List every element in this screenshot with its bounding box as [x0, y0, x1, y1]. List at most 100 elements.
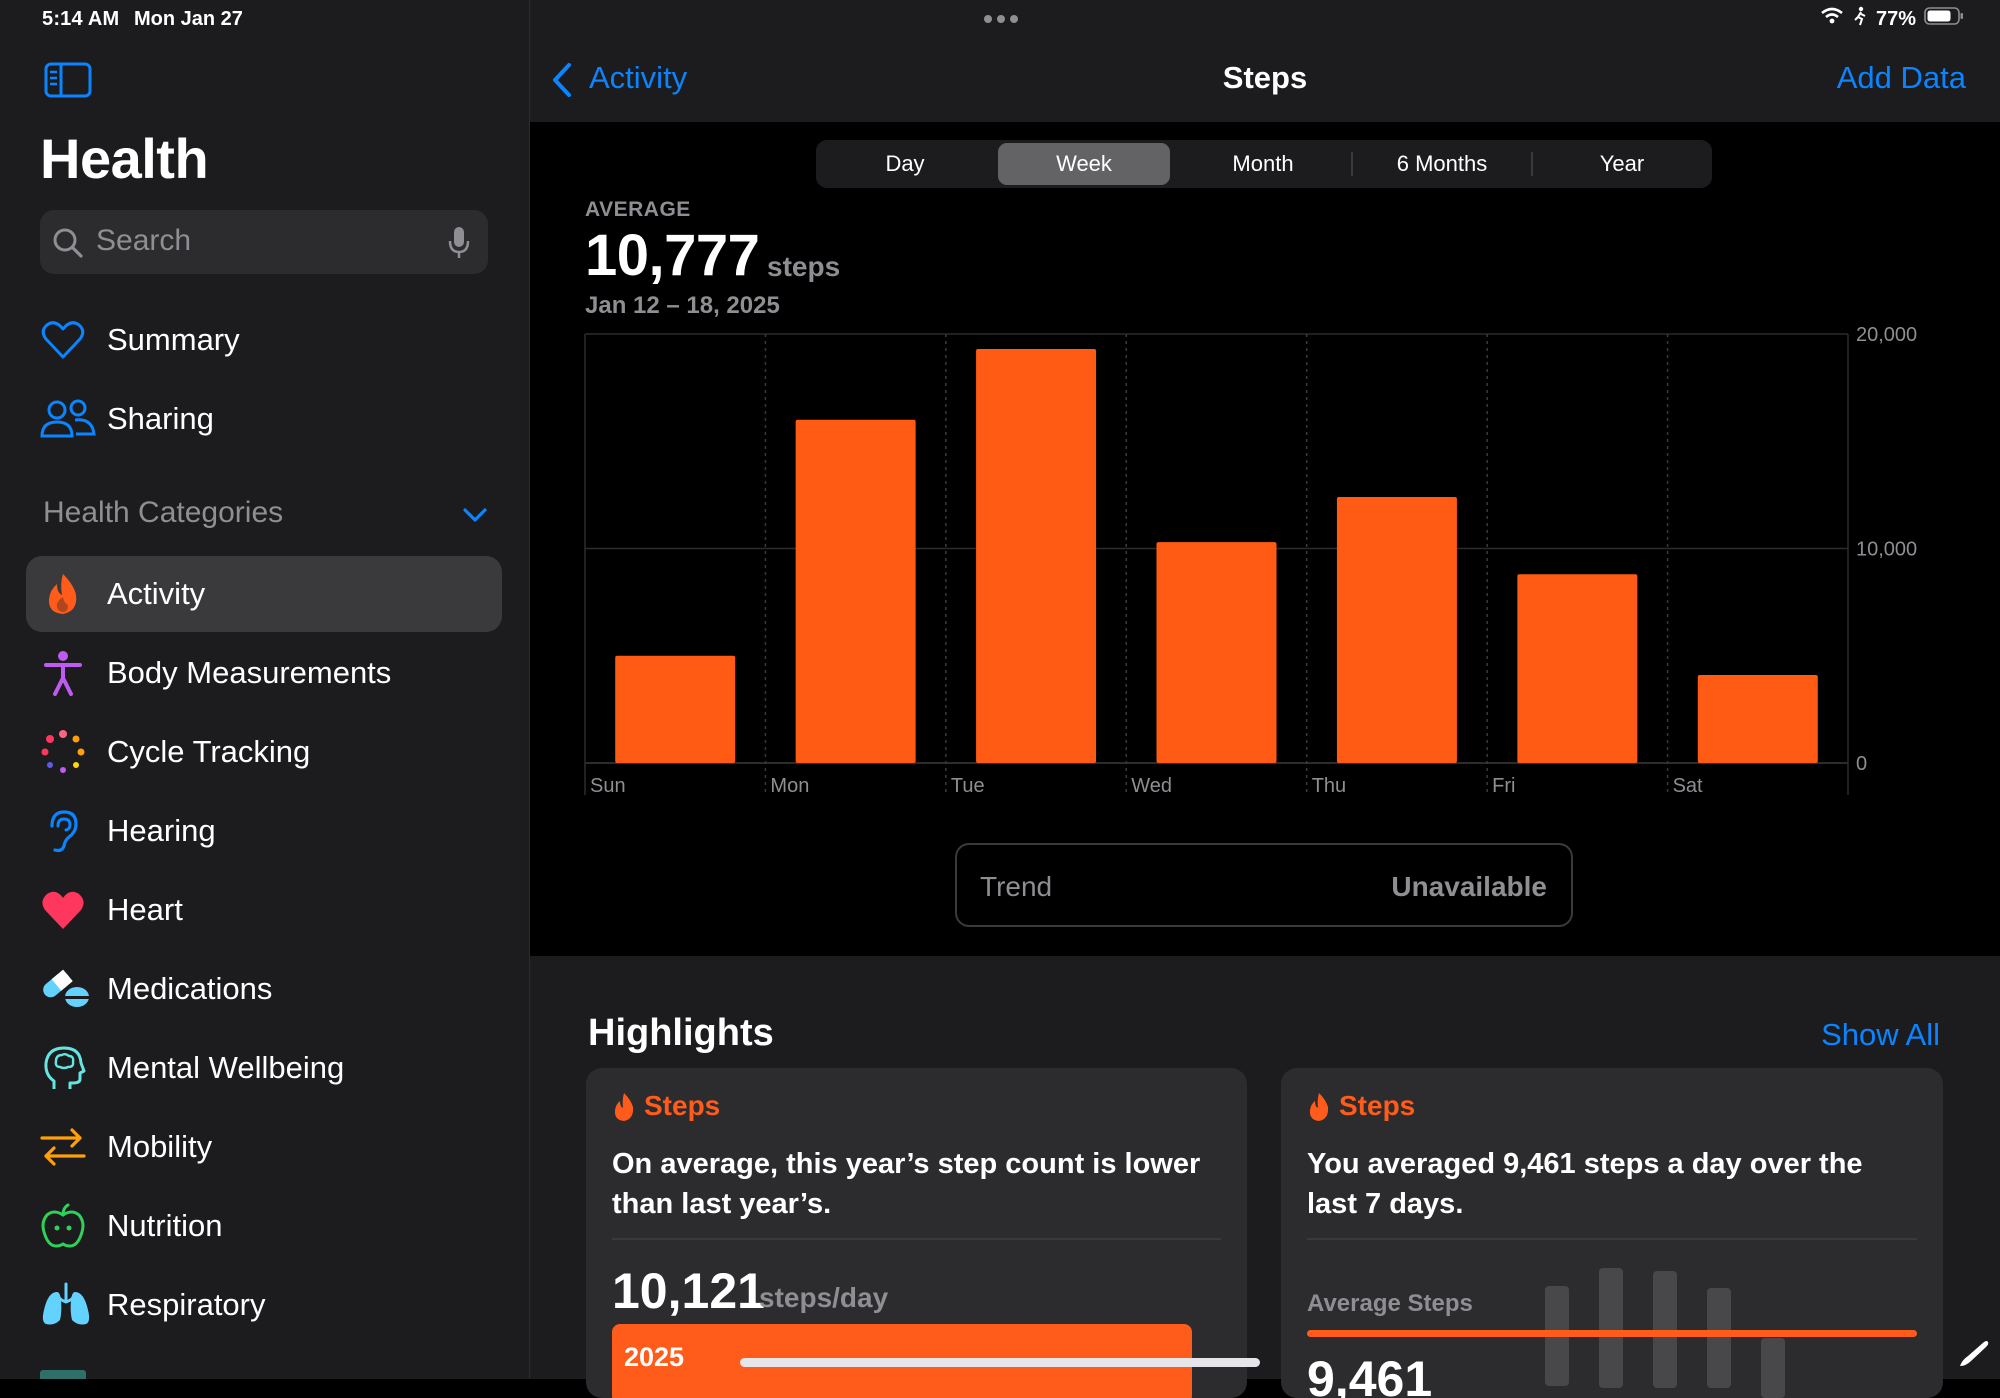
time-range-segmented-control: Day Week Month 6 Months Year	[816, 140, 1712, 188]
bar-sat[interactable]	[1697, 675, 1818, 763]
bar-year-label: 2025	[624, 1342, 685, 1372]
search-field[interactable]	[40, 210, 488, 274]
bar-sun[interactable]	[615, 655, 736, 763]
x-tick-label: Fri	[1492, 775, 1515, 797]
chart-section	[530, 122, 2000, 956]
flame-icon	[1307, 1092, 1331, 1122]
sidebar-item-label: Medications	[107, 971, 273, 1006]
add-data-button[interactable]: Add Data	[1836, 60, 1966, 95]
sidebar-item-hearing[interactable]: Hearing	[26, 793, 502, 869]
highlight-card-year-comparison[interactable]: Steps On average, this year’s step count…	[586, 1068, 1247, 1398]
average-unit: steps	[767, 251, 841, 282]
card-divider	[612, 1238, 1221, 1240]
segment-divider	[1351, 152, 1353, 176]
sidebar-item-body-measurements[interactable]: Body Measurements	[26, 635, 502, 711]
date-range: Jan 12 – 18, 2025	[585, 292, 780, 319]
sidebar-item-label: Summary	[107, 322, 240, 357]
sidebar-item-label: Mental Wellbeing	[107, 1050, 345, 1085]
average-line	[1307, 1330, 1917, 1337]
bar-thu[interactable]	[1336, 497, 1457, 763]
status-indicators: 77%	[1820, 6, 1964, 32]
sidebar-item-label: Body Measurements	[107, 655, 392, 690]
x-tick-label: Wed	[1131, 775, 1172, 797]
card-unit: steps/day	[759, 1282, 889, 1313]
y-tick-label: 10,000	[1856, 539, 1917, 561]
app-title: Health	[40, 127, 209, 190]
health-categories-header[interactable]: Health Categories	[43, 496, 284, 529]
segment-day[interactable]: Day	[885, 151, 925, 176]
microphone-icon[interactable]	[448, 226, 470, 265]
trend-row[interactable]	[955, 843, 1573, 927]
card-category: Steps	[1339, 1090, 1416, 1121]
sidebar-item-label: Activity	[107, 576, 206, 611]
sidebar-item-heart[interactable]: Heart	[26, 872, 502, 948]
card-description: You averaged 9,461 steps a day over the …	[1307, 1148, 1863, 1220]
card-divider	[1307, 1238, 1917, 1240]
card-category: Steps	[644, 1090, 721, 1121]
sidebar-item-summary[interactable]: Summary	[26, 302, 502, 378]
sidebar-item-label: Heart	[107, 892, 183, 927]
back-button[interactable]: Activity	[589, 60, 688, 95]
status-date: Mon Jan 27	[134, 8, 243, 30]
pencil-icon[interactable]	[1956, 1336, 1990, 1375]
pills-icon	[40, 966, 89, 1012]
bar-wed[interactable]	[1156, 542, 1277, 763]
trend-label: Trend	[980, 871, 1053, 902]
cycle-icon	[40, 729, 86, 775]
x-tick-label: Sun	[590, 775, 626, 797]
sidebar-toggle-icon[interactable]	[44, 62, 92, 103]
sidebar-item-nutrition[interactable]: Nutrition	[26, 1188, 502, 1264]
highlights-title: Highlights	[588, 1012, 774, 1054]
figure-icon	[40, 650, 86, 696]
home-indicator[interactable]	[740, 1358, 1260, 1367]
heart-outline-icon	[40, 317, 86, 363]
segment-year[interactable]: Year	[1599, 151, 1645, 176]
x-tick-label: Tue	[951, 775, 985, 797]
sidebar-item-cycle-tracking[interactable]: Cycle Tracking	[26, 714, 502, 790]
bar-mon[interactable]	[795, 419, 916, 763]
segment-6-months[interactable]: 6 Months	[1396, 151, 1488, 176]
segment-month[interactable]: Month	[1232, 151, 1294, 176]
arrows-icon	[40, 1124, 86, 1170]
sidebar-item-label: Hearing	[107, 813, 216, 848]
bar-fri[interactable]	[1517, 574, 1638, 763]
sidebar-item-sharing[interactable]: Sharing	[26, 381, 502, 457]
mini-bar	[1761, 1338, 1785, 1398]
battery-percent: 77%	[1875, 7, 1916, 30]
segment-week[interactable]: Week	[998, 143, 1170, 185]
sidebar-item-activity[interactable]: Activity	[26, 556, 502, 632]
trend-value: Unavailable	[1391, 871, 1547, 902]
sidebar-item-respiratory[interactable]: Respiratory	[26, 1267, 502, 1343]
sidebar-item-label: Cycle Tracking	[107, 734, 311, 769]
show-all-link[interactable]: Show All	[1821, 1017, 1940, 1052]
sidebar-item-mental-wellbeing[interactable]: Mental Wellbeing	[26, 1030, 502, 1106]
search-input[interactable]: Search	[96, 224, 192, 257]
highlight-card-seven-day-average[interactable]: Steps You averaged 9,461 steps a day ove…	[1281, 1068, 1943, 1398]
ear-icon	[40, 808, 86, 854]
battery-icon	[1924, 6, 1964, 32]
multitasking-dots-icon[interactable]	[982, 12, 1020, 30]
chevron-down-icon[interactable]	[462, 506, 488, 529]
sidebar-item-label: Mobility	[107, 1129, 213, 1164]
lungs-icon	[40, 1282, 90, 1328]
card-description: On average, this year’s step count is lo…	[612, 1148, 1201, 1220]
back-chevron-icon[interactable]	[550, 62, 574, 103]
wifi-icon	[1820, 6, 1844, 32]
sidebar-item-medications[interactable]: Medications	[26, 951, 502, 1027]
sidebar-item-label: Respiratory	[107, 1287, 266, 1322]
people-icon	[40, 396, 96, 442]
average-label: AVERAGE	[585, 198, 691, 221]
search-icon	[52, 227, 84, 264]
heart-icon	[40, 887, 86, 933]
apple-icon	[40, 1203, 86, 1249]
x-tick-label: Thu	[1312, 775, 1346, 797]
mini-bar	[1707, 1288, 1731, 1388]
bar-tue[interactable]	[976, 349, 1097, 763]
sidebar-item-mobility[interactable]: Mobility	[26, 1109, 502, 1185]
status-time: 5:14 AM	[42, 8, 120, 30]
steps-bar-chart[interactable]: Sun Mon Tue Wed Thu Fri Sat 20,000 10,000 0	[0, 0, 2000, 820]
x-tick-label: Sat	[1673, 775, 1703, 797]
segment-divider	[1531, 152, 1533, 176]
navigation-bar	[530, 0, 2000, 122]
flame-icon	[612, 1092, 636, 1122]
